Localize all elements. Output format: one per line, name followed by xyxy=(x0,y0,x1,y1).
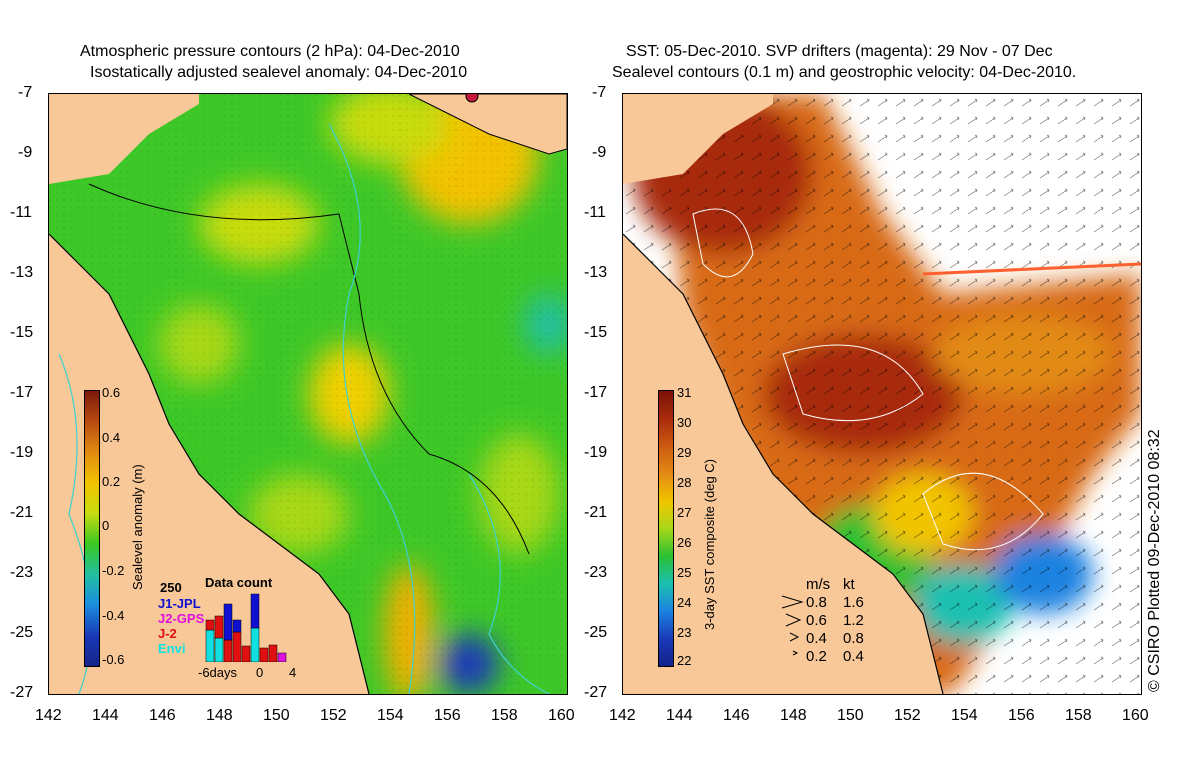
right-x-tick: 148 xyxy=(780,707,807,724)
right-y-tick: -11 xyxy=(584,204,606,221)
sealevel-colorbar-label: 0.6 xyxy=(102,385,121,400)
velocity-legend-ms: 0.8 xyxy=(806,594,827,611)
sst-colorbar-label: 27 xyxy=(677,505,692,520)
right-y-tick: -19 xyxy=(584,444,608,461)
left-x-tick: 142 xyxy=(35,707,62,724)
velocity-legend-arrows xyxy=(781,595,804,656)
velocity-legend-ms: 0.2 xyxy=(806,648,827,665)
left-x-tick: 144 xyxy=(92,707,119,724)
sst-colorbar xyxy=(658,390,674,667)
sst-colorbar-label: 23 xyxy=(677,625,692,640)
sealevel-anomaly-map-svg xyxy=(49,94,567,694)
right-x-tick: 160 xyxy=(1122,707,1149,724)
sst-map-svg xyxy=(623,94,1141,694)
sst-colorbar-label: 29 xyxy=(677,445,692,460)
left-x-tick: 154 xyxy=(377,707,404,724)
right-y-tick: -15 xyxy=(584,324,608,341)
velocity-legend-header-kt: kt xyxy=(843,576,855,593)
left-y-tick: -7 xyxy=(18,84,33,101)
velocity-legend-header-ms: m/s xyxy=(806,576,831,593)
left-x-tick: 160 xyxy=(548,707,575,724)
data-count-histogram xyxy=(205,593,287,662)
right-title-line2: Sealevel contours (0.1 m) and geostrophi… xyxy=(612,64,1077,81)
sst-colorbar-label: 25 xyxy=(677,565,692,580)
data-count-max: 250 xyxy=(160,580,182,595)
sst-colorbar-label: 22 xyxy=(677,653,692,668)
left-y-tick: -23 xyxy=(10,564,34,581)
left-x-tick: 150 xyxy=(263,707,290,724)
right-y-tick: -7 xyxy=(592,84,607,101)
sst-colorbar-label: 28 xyxy=(677,475,692,490)
sst-colorbar-label: 30 xyxy=(677,415,692,430)
data-count-series-gps: J2-GPS xyxy=(158,611,205,626)
right-y-tick: -13 xyxy=(584,264,608,281)
sealevel-colorbar-label: -0.6 xyxy=(102,652,125,667)
right-x-tick: 144 xyxy=(666,707,693,724)
right-y-tick: -17 xyxy=(584,384,608,401)
sealevel-colorbar-label: -0.2 xyxy=(102,563,125,578)
velocity-legend-ms: 0.6 xyxy=(806,612,827,629)
right-y-tick: -25 xyxy=(584,624,608,641)
left-y-tick: -13 xyxy=(10,264,34,281)
velocity-legend-kt: 1.2 xyxy=(843,612,864,629)
data-count-series-j2: J-2 xyxy=(158,626,177,641)
sealevel-colorbar-label: 0.2 xyxy=(102,474,121,489)
right-x-tick: 150 xyxy=(837,707,864,724)
right-y-tick: -21 xyxy=(584,504,608,521)
sst-colorbar-title: 3-day SST composite (deg C) xyxy=(702,459,717,630)
right-x-tick: 142 xyxy=(609,707,636,724)
data-count-title: Data count xyxy=(205,575,273,590)
right-title-line1: SST: 05-Dec-2010. SVP drifters (magenta)… xyxy=(626,43,1053,60)
left-y-tick: -11 xyxy=(10,204,32,221)
left-y-tick: -21 xyxy=(10,504,34,521)
left-x-tick: 148 xyxy=(206,707,233,724)
left-x-tick: 156 xyxy=(434,707,461,724)
left-y-tick: -19 xyxy=(10,444,34,461)
right-x-tick: 146 xyxy=(723,707,750,724)
data-count-xlabel: -6days xyxy=(198,665,238,680)
sealevel-colorbar-label: 0.4 xyxy=(102,430,121,445)
sst-colorbar-label: 26 xyxy=(677,535,692,550)
data-count-xlabel: 0 xyxy=(256,665,264,680)
sealevel-anomaly-map xyxy=(48,93,568,695)
sealevel-colorbar-label: -0.4 xyxy=(102,608,125,623)
data-count-series-envi: Envi xyxy=(158,641,186,656)
right-y-tick: -23 xyxy=(584,564,608,581)
sst-colorbar-label: 24 xyxy=(677,595,692,610)
left-y-tick: -27 xyxy=(10,684,34,701)
velocity-legend-ms: 0.4 xyxy=(806,630,827,647)
left-x-tick: 158 xyxy=(491,707,518,724)
velocity-legend-kt: 0.4 xyxy=(843,648,864,665)
left-title-line2: Isostatically adjusted sealevel anomaly:… xyxy=(90,64,468,81)
credit-text: © CSIRO Plotted 09-Dec-2010 08:32 xyxy=(1146,429,1163,692)
sst-map xyxy=(622,93,1142,695)
left-y-tick: -25 xyxy=(10,624,34,641)
data-count-series-jpl: J1-JPL xyxy=(158,596,201,611)
right-y-tick: -9 xyxy=(592,144,607,161)
left-y-tick: -15 xyxy=(10,324,34,341)
sealevel-colorbar-label: 0 xyxy=(102,518,110,533)
right-x-tick: 152 xyxy=(894,707,921,724)
sealevel-colorbar xyxy=(84,390,100,667)
left-x-tick: 152 xyxy=(320,707,347,724)
right-x-tick: 154 xyxy=(951,707,978,724)
data-count-bars xyxy=(205,593,287,662)
sealevel-colorbar-title: Sealevel anomaly (m) xyxy=(130,464,145,590)
velocity-legend-kt: 0.8 xyxy=(843,630,864,647)
velocity-legend-kt: 1.6 xyxy=(843,594,864,611)
right-y-tick: -27 xyxy=(584,684,608,701)
right-x-tick: 156 xyxy=(1008,707,1035,724)
right-x-tick: 158 xyxy=(1065,707,1092,724)
left-x-tick: 146 xyxy=(149,707,176,724)
left-y-tick: -9 xyxy=(18,144,33,161)
data-count-xlabel: 4 xyxy=(289,665,297,680)
sst-colorbar-label: 31 xyxy=(677,385,692,400)
left-title-line1: Atmospheric pressure contours (2 hPa): 0… xyxy=(80,43,460,60)
left-y-tick: -17 xyxy=(10,384,34,401)
